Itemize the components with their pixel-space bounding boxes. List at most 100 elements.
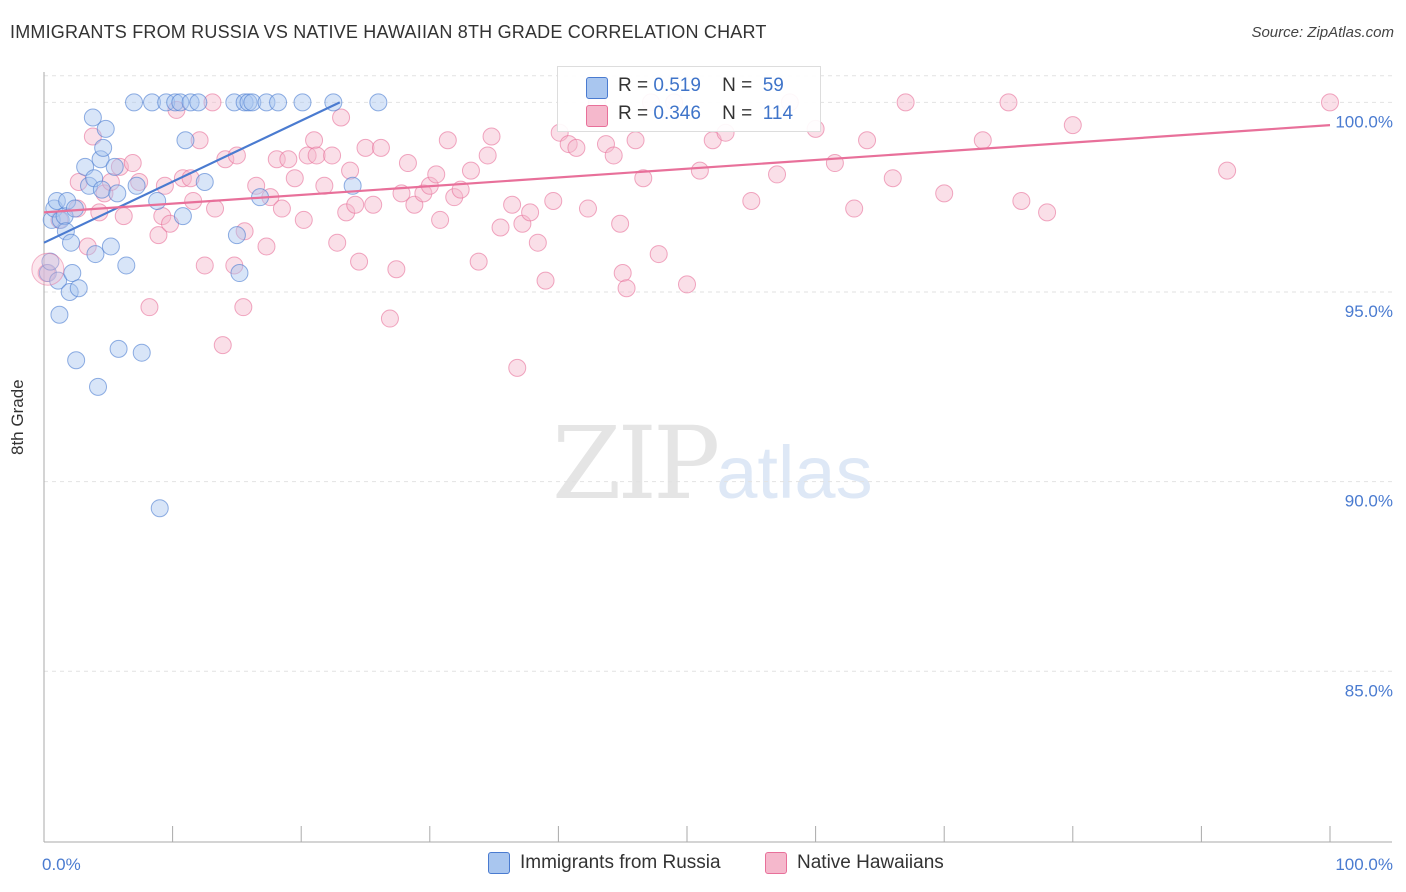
hawaiian-point — [206, 199, 225, 218]
hawaiian-point — [617, 279, 636, 298]
hawaiian-point — [626, 131, 645, 150]
hawaiian-point — [203, 93, 222, 112]
hawaiian-point — [678, 275, 696, 294]
russia-point — [62, 233, 81, 252]
russia-point — [369, 93, 388, 112]
bottom-legend-label-hawaiian: Native Hawaiians — [797, 852, 944, 873]
hawaiian-point — [398, 154, 417, 173]
y-tick-label: 100.0% — [1335, 112, 1393, 131]
russia-point — [166, 93, 185, 112]
hawaiian-point — [305, 131, 324, 150]
hawaiian-point — [337, 203, 356, 222]
hawaiian-point — [491, 218, 510, 237]
hawaiian-point — [478, 146, 497, 165]
hawaiian-point — [461, 161, 480, 180]
hawaiian-point — [298, 146, 317, 165]
russia-point — [109, 339, 128, 358]
russia-point — [173, 207, 192, 226]
watermark: ZIPatlas — [552, 405, 873, 522]
hawaiian-point — [536, 271, 555, 290]
russia-point — [143, 93, 162, 112]
russia-point — [269, 93, 288, 112]
hawaiian-point — [438, 131, 457, 150]
hawaiian-trend-line — [43, 124, 1331, 214]
hawaiian-point — [346, 195, 365, 214]
bottom-legend-russia: Immigrants from Russia — [488, 852, 721, 874]
russia-point — [63, 264, 82, 283]
hawaiian-point — [482, 127, 501, 146]
hawaiian-point — [279, 150, 298, 169]
bottom-legend-swatch-hawaiian — [765, 852, 787, 874]
russia-point — [89, 377, 108, 396]
russia-point — [86, 245, 105, 264]
legend-r-label: R = — [618, 103, 649, 124]
hawaiian-point — [935, 184, 954, 203]
legend-row-russia: R = 0.519 N = 59 — [558, 72, 820, 102]
russia-point — [127, 176, 146, 195]
russia-point — [227, 226, 246, 245]
legend-swatch-hawaiian — [586, 105, 608, 127]
hawaiian-point — [364, 195, 383, 214]
russia-point — [239, 93, 258, 112]
russia-point — [195, 173, 214, 191]
hawaiian-point — [431, 210, 450, 229]
hawaiian-point — [247, 176, 266, 195]
x-tick-label: 100.0% — [1335, 855, 1393, 874]
hawaiian-point — [272, 199, 291, 218]
hawaiian-point — [328, 233, 347, 252]
russia-point — [125, 93, 144, 112]
legend-row-hawaiian: R = 0.346 N = 114 — [558, 100, 820, 130]
russia-point — [91, 150, 110, 169]
hawaiian-point — [508, 358, 527, 377]
hawaiian-point — [341, 161, 360, 180]
bottom-legend-label-russia: Immigrants from Russia — [520, 852, 721, 873]
hawaiian-point — [825, 154, 844, 173]
hawaiian-point — [1218, 161, 1237, 180]
russia-point — [171, 93, 190, 112]
russia-point — [83, 108, 102, 127]
russia-point — [132, 343, 151, 362]
hawaiian-point — [356, 138, 375, 157]
russia-point — [150, 499, 169, 518]
russia-point — [96, 119, 115, 138]
watermark-atlas: atlas — [716, 431, 873, 514]
stats-legend: R = 0.519 N = 59 R = 0.346 N = 114 — [557, 66, 821, 132]
russia-point — [58, 191, 77, 210]
legend-r-label: R = — [618, 75, 649, 96]
hawaiian-point — [257, 237, 276, 256]
russia-point — [38, 264, 57, 283]
x-tick-label: 0.0% — [42, 855, 81, 874]
hawaiian-point — [469, 252, 488, 271]
y-tick-label: 95.0% — [1345, 302, 1393, 321]
legend-n-label: N = — [722, 103, 753, 124]
hawaiian-point — [307, 146, 326, 165]
hawaiian-point — [883, 169, 902, 188]
hawaiian-point — [1321, 93, 1339, 112]
hawaiian-point — [190, 131, 209, 150]
russia-point — [117, 256, 136, 275]
russia-point — [225, 93, 244, 112]
hawaiian-point — [521, 203, 540, 222]
hawaiian-point — [690, 161, 709, 180]
russia-point — [65, 199, 84, 218]
legend-n-label: N = — [722, 75, 753, 96]
hawaiian-point — [195, 256, 214, 275]
hawaiian-point — [31, 252, 65, 286]
russia-point — [293, 93, 312, 112]
hawaiian-point — [315, 176, 334, 195]
hawaiian-point — [578, 199, 597, 218]
legend-stats-russia: R = 0.519 N = 59 — [618, 75, 784, 97]
hawaiian-point — [387, 260, 406, 279]
hawaiian-point — [604, 146, 623, 165]
russia-point — [230, 264, 249, 283]
legend-n-value: 59 — [762, 75, 784, 96]
russia-point — [47, 191, 66, 210]
hawaiian-point — [371, 138, 390, 157]
hawaiian-point — [380, 309, 399, 328]
hawaiian-point — [294, 210, 313, 229]
russia-point — [157, 93, 176, 112]
y-tick-label: 85.0% — [1345, 681, 1393, 700]
russia-point — [101, 237, 120, 256]
russia-point — [176, 131, 195, 150]
